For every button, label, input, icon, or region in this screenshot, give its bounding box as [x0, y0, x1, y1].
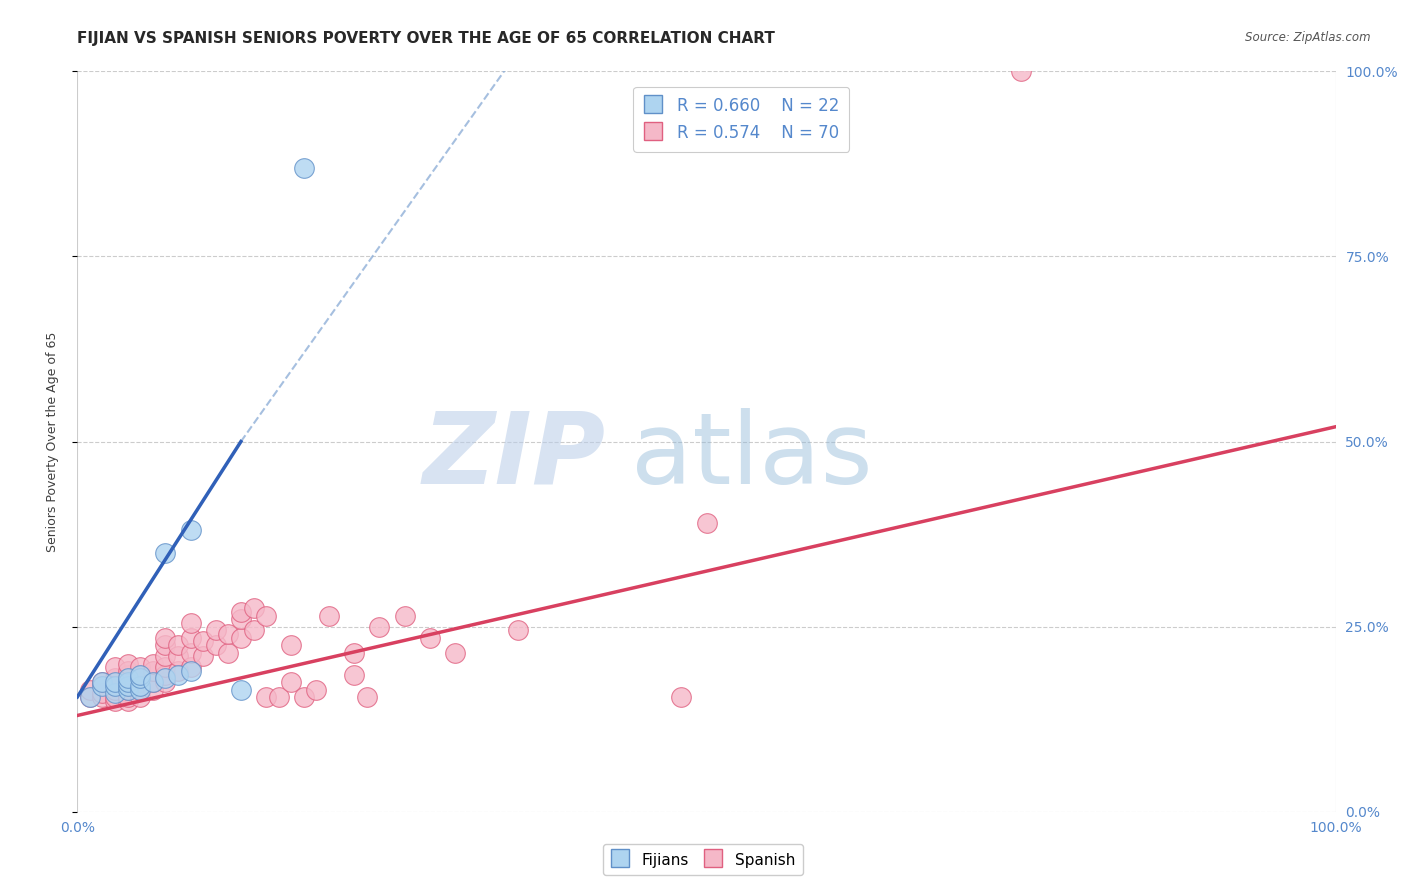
Point [117, 694, 139, 708]
Point [217, 627, 239, 641]
Point [343, 646, 366, 660]
Text: atlas: atlas [631, 408, 873, 505]
Point [254, 690, 277, 704]
Point [155, 638, 177, 652]
Point [305, 682, 328, 697]
Point [180, 631, 202, 645]
Point [671, 690, 693, 704]
Point [117, 675, 139, 690]
Point [180, 646, 202, 660]
Point [229, 682, 252, 697]
Point [104, 679, 127, 693]
Point [104, 675, 127, 690]
Point [91, 679, 114, 693]
Point [91, 675, 114, 690]
Point [104, 675, 127, 690]
Point [117, 675, 139, 690]
Point [91, 675, 114, 690]
Point [104, 660, 127, 674]
Point [142, 664, 165, 678]
Point [229, 612, 252, 626]
Point [117, 679, 139, 693]
Point [394, 608, 416, 623]
Point [444, 646, 467, 660]
Point [506, 624, 529, 638]
Point [191, 649, 215, 664]
Point [155, 672, 177, 686]
Point [204, 624, 226, 638]
Point [254, 608, 277, 623]
Point [129, 682, 152, 697]
Point [356, 690, 378, 704]
Point [91, 690, 114, 704]
Point [229, 605, 252, 619]
Point [117, 664, 139, 678]
Point [104, 672, 127, 686]
Text: Source: ZipAtlas.com: Source: ZipAtlas.com [1246, 31, 1371, 45]
Point [292, 161, 315, 175]
Point [280, 675, 302, 690]
Point [79, 690, 101, 704]
Point [267, 690, 290, 704]
Point [242, 624, 264, 638]
Point [79, 690, 101, 704]
Point [242, 601, 264, 615]
Point [217, 646, 239, 660]
Text: FIJIAN VS SPANISH SENIORS POVERTY OVER THE AGE OF 65 CORRELATION CHART: FIJIAN VS SPANISH SENIORS POVERTY OVER T… [77, 31, 775, 46]
Point [129, 672, 152, 686]
Point [180, 524, 202, 538]
Point [117, 682, 139, 697]
Point [129, 682, 152, 697]
Point [155, 660, 177, 674]
Point [280, 638, 302, 652]
Point [129, 667, 152, 681]
Point [142, 657, 165, 671]
Point [79, 682, 101, 697]
Point [129, 675, 152, 690]
Point [318, 608, 340, 623]
Point [129, 679, 152, 693]
Point [117, 672, 139, 686]
Point [104, 686, 127, 700]
Point [167, 638, 190, 652]
Point [142, 675, 165, 690]
Point [104, 682, 127, 697]
Point [129, 667, 152, 681]
Y-axis label: Seniors Poverty Over the Age of 65: Seniors Poverty Over the Age of 65 [46, 331, 59, 552]
Point [292, 690, 315, 704]
Point [129, 660, 152, 674]
Legend: R = 0.660    N = 22, R = 0.574    N = 70: R = 0.660 N = 22, R = 0.574 N = 70 [634, 87, 849, 152]
Point [117, 657, 139, 671]
Text: ZIP: ZIP [423, 408, 606, 505]
Point [104, 694, 127, 708]
Legend: Fijians, Spanish: Fijians, Spanish [603, 844, 803, 875]
Point [343, 667, 366, 681]
Point [142, 675, 165, 690]
Point [419, 631, 441, 645]
Point [91, 686, 114, 700]
Point [155, 675, 177, 690]
Point [180, 664, 202, 678]
Point [142, 682, 165, 697]
Point [167, 649, 190, 664]
Point [1010, 64, 1032, 78]
Point [155, 546, 177, 560]
Point [104, 690, 127, 704]
Point [696, 516, 718, 530]
Point [368, 619, 391, 633]
Point [204, 638, 226, 652]
Point [167, 667, 190, 681]
Point [155, 649, 177, 664]
Point [155, 631, 177, 645]
Point [180, 615, 202, 630]
Point [180, 660, 202, 674]
Point [167, 664, 190, 678]
Point [117, 667, 139, 681]
Point [129, 690, 152, 704]
Point [191, 634, 215, 648]
Point [117, 690, 139, 704]
Point [117, 682, 139, 697]
Point [155, 667, 177, 681]
Point [229, 631, 252, 645]
